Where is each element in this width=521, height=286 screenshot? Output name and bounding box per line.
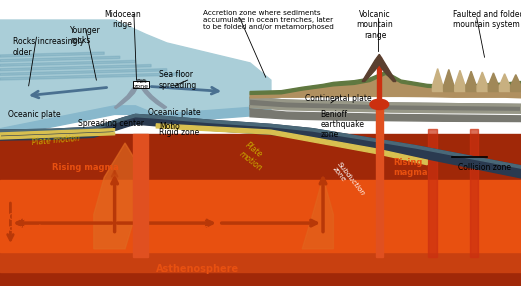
Polygon shape <box>0 106 271 137</box>
Polygon shape <box>511 75 521 92</box>
Polygon shape <box>428 129 437 257</box>
Polygon shape <box>0 69 167 76</box>
Text: Asthenosphere: Asthenosphere <box>156 264 240 274</box>
Text: Plate
motion: Plate motion <box>237 141 270 172</box>
Polygon shape <box>0 20 271 129</box>
Polygon shape <box>362 54 396 82</box>
Text: Plate motion: Plate motion <box>31 134 80 147</box>
Text: Collision zone: Collision zone <box>458 163 512 172</box>
Text: Continental plate: Continental plate <box>305 94 371 103</box>
Polygon shape <box>0 129 115 139</box>
Polygon shape <box>0 60 135 66</box>
Polygon shape <box>250 72 521 94</box>
Text: Subduction
zone: Subduction zone <box>331 161 366 201</box>
Polygon shape <box>466 71 476 92</box>
FancyBboxPatch shape <box>133 81 149 88</box>
Text: Spreading center: Spreading center <box>78 119 144 128</box>
Polygon shape <box>376 109 383 257</box>
Text: Sea floor
spreading: Sea floor spreading <box>159 70 197 90</box>
Polygon shape <box>432 69 443 92</box>
Text: Rift
zone: Rift zone <box>134 79 148 90</box>
Polygon shape <box>443 69 454 92</box>
Text: Rigid zone: Rigid zone <box>159 128 199 138</box>
Bar <box>377 57 381 106</box>
Text: Faulted and folded
mountain system: Faulted and folded mountain system <box>453 10 521 29</box>
Polygon shape <box>500 74 510 92</box>
Polygon shape <box>0 56 120 62</box>
Text: Convection
current: Convection current <box>185 213 238 233</box>
Bar <box>0 186 521 272</box>
Polygon shape <box>94 143 146 249</box>
Circle shape <box>370 99 389 110</box>
Polygon shape <box>470 129 478 257</box>
Text: Oceanic plate: Oceanic plate <box>8 110 60 119</box>
Text: Oceanic plate: Oceanic plate <box>148 108 201 118</box>
Bar <box>0 180 521 252</box>
Text: Moho: Moho <box>159 122 180 131</box>
Text: Accretion zone where sediments
accumulate in ocean trenches, later
to be folded : Accretion zone where sediments accumulat… <box>203 10 334 30</box>
Text: Rising
magma: Rising magma <box>393 158 428 177</box>
Polygon shape <box>115 80 167 109</box>
Polygon shape <box>0 52 104 57</box>
Polygon shape <box>488 73 499 92</box>
Text: Younger
rocks: Younger rocks <box>70 26 101 45</box>
Polygon shape <box>133 134 148 257</box>
Polygon shape <box>302 177 333 249</box>
Text: Convection
current: Convection current <box>8 213 61 233</box>
Polygon shape <box>0 114 521 178</box>
Text: Volcanic
mountain
range: Volcanic mountain range <box>357 10 393 40</box>
Bar <box>0 134 521 286</box>
Polygon shape <box>0 73 182 80</box>
Text: Rocks increasingly
older: Rocks increasingly older <box>13 37 84 57</box>
Polygon shape <box>250 97 521 113</box>
Text: Rising magma: Rising magma <box>52 163 119 172</box>
Polygon shape <box>156 124 427 165</box>
Polygon shape <box>250 97 521 122</box>
Polygon shape <box>250 74 521 98</box>
Text: Midocean
ridge: Midocean ridge <box>104 10 141 29</box>
Polygon shape <box>0 114 521 168</box>
Text: Benioff
earthquake
zone: Benioff earthquake zone <box>320 110 364 139</box>
Polygon shape <box>455 70 465 92</box>
Polygon shape <box>0 65 151 71</box>
Polygon shape <box>477 72 488 92</box>
